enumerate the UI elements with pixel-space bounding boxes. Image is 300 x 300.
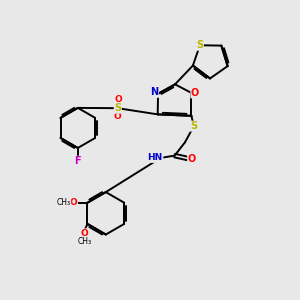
Text: O: O <box>191 88 199 98</box>
Text: O: O <box>188 154 196 164</box>
Text: O: O <box>70 198 77 207</box>
Text: CH₃: CH₃ <box>57 198 71 207</box>
Text: S: S <box>190 121 197 131</box>
Text: F: F <box>74 156 81 166</box>
Text: O: O <box>81 229 88 238</box>
Text: S: S <box>196 40 203 50</box>
Text: S: S <box>114 103 121 113</box>
Text: O: O <box>115 95 122 104</box>
Text: CH₃: CH₃ <box>77 237 92 246</box>
Text: HN: HN <box>148 154 163 163</box>
Text: N: N <box>151 87 159 97</box>
Text: O: O <box>113 112 121 122</box>
